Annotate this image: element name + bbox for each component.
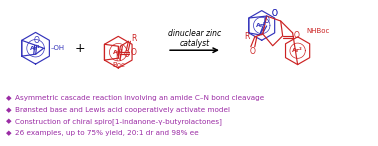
Text: 26 examples, up to 75% yield, 20:1 dr and 98% ee: 26 examples, up to 75% yield, 20:1 dr an… xyxy=(15,130,198,136)
Text: ◆: ◆ xyxy=(6,95,11,101)
Text: O: O xyxy=(124,50,129,59)
Text: O: O xyxy=(264,16,270,26)
Text: ◆: ◆ xyxy=(6,107,11,113)
Text: ◆: ◆ xyxy=(6,130,11,136)
Text: NHBoc: NHBoc xyxy=(307,28,330,34)
Text: ◆: ◆ xyxy=(6,119,11,125)
Text: O: O xyxy=(272,9,277,18)
Text: Asymmetric cascade reaction involving an amide C–N bond cleavage: Asymmetric cascade reaction involving an… xyxy=(15,95,264,101)
Text: N: N xyxy=(116,54,121,63)
Text: Brønsted base and Lewis acid cooperatively activate model: Brønsted base and Lewis acid cooperative… xyxy=(15,107,230,113)
Text: –OH: –OH xyxy=(51,45,65,51)
Text: Ar²: Ar² xyxy=(292,48,303,53)
Text: Construction of chiral spiro[1-indanone-γ-butyrolactones]: Construction of chiral spiro[1-indanone-… xyxy=(15,118,222,125)
Text: O: O xyxy=(294,31,299,40)
Text: dinuclear zinc
catalyst: dinuclear zinc catalyst xyxy=(168,29,222,48)
Text: Ar¹: Ar¹ xyxy=(30,46,41,51)
Text: R: R xyxy=(132,34,137,43)
Text: Ar²: Ar² xyxy=(113,50,124,55)
Text: O: O xyxy=(130,48,136,57)
Text: O: O xyxy=(272,9,277,18)
Text: Boc: Boc xyxy=(112,62,125,68)
Text: Ar¹: Ar¹ xyxy=(256,23,267,28)
Text: O: O xyxy=(34,36,40,45)
Text: R: R xyxy=(245,32,250,41)
Text: +: + xyxy=(75,42,86,55)
Text: O: O xyxy=(250,47,256,56)
